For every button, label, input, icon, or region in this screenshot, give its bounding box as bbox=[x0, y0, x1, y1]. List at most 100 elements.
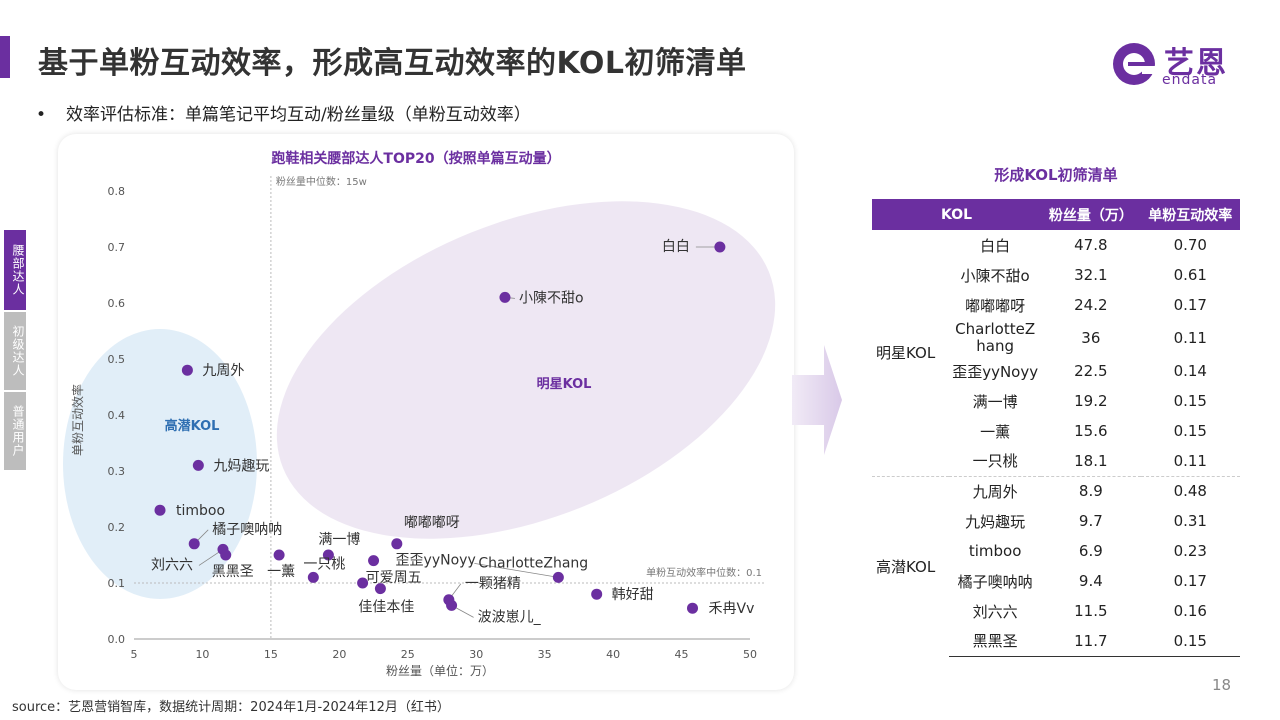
data-point-label: timboo bbox=[176, 503, 225, 519]
y-tick-label: 0.1 bbox=[108, 577, 126, 590]
x-tick-label: 40 bbox=[606, 648, 620, 661]
data-point-label: 九妈趣玩 bbox=[213, 458, 269, 474]
x-axis-label: 粉丝量（单位：万） bbox=[386, 663, 494, 678]
data-point bbox=[220, 549, 232, 561]
criteria-bullet: • 效率评估标准：单篇笔记平均互动/粉丝量级（单粉互动效率） bbox=[36, 100, 531, 125]
data-point-label: 禾冉Vv bbox=[709, 601, 755, 617]
cluster-star-area bbox=[276, 201, 776, 539]
scatter-chart: 高潜KOL 明星KOL 跑鞋相关腰部达人TOP20（按照单篇互动量） 5 10 15 20 2… bbox=[63, 150, 776, 678]
followers-cell: 32.1 bbox=[1074, 266, 1108, 284]
y-tick-label: 0.2 bbox=[108, 521, 126, 534]
followers-cell: 22.5 bbox=[1074, 362, 1108, 380]
table-header-row: KOL 粉丝量（万） 单粉互动效率 bbox=[872, 199, 1240, 230]
efficiency-cell: 0.17 bbox=[1173, 296, 1207, 314]
kol-name-cell: CharlotteZhang bbox=[955, 320, 1036, 355]
data-point bbox=[192, 459, 204, 471]
efficiency-cell: 0.48 bbox=[1140, 475, 1240, 506]
cluster-label-star: 明星KOL bbox=[537, 377, 592, 392]
efficiency-cell: 0.15 bbox=[1140, 626, 1240, 657]
kol-name-cell: 嘟嘟嘟呀 bbox=[965, 296, 1026, 315]
group-cell: 高潜KOL bbox=[872, 475, 950, 656]
kol-table-body: 明星KOL 白白 47.8 0.70 小陳不甜o 32.1 0.61 嘟嘟嘟呀 24.2 0.17… bbox=[872, 230, 1240, 657]
header-kol: KOL bbox=[872, 199, 1042, 230]
title-accent-bar bbox=[0, 36, 10, 78]
followers-cell: 9.4 bbox=[1078, 572, 1103, 590]
logo-text-cn: 艺恩 bbox=[1164, 46, 1228, 81]
x-tick-label: 5 bbox=[131, 648, 138, 661]
data-point bbox=[181, 364, 193, 376]
data-point-label: 一只桃 bbox=[303, 556, 345, 572]
table-row: 满一博 19.2 0.15 bbox=[872, 386, 1240, 416]
data-point bbox=[273, 549, 285, 561]
table-row: CharlotteZhang 36 0.11 bbox=[872, 320, 1240, 356]
data-point-label: 可爱周五 bbox=[366, 570, 422, 586]
y-median-label: 单粉互动效率中位数：0.1 bbox=[646, 566, 762, 579]
data-point-label: 满一博 bbox=[318, 531, 360, 548]
y-tick-label: 0.6 bbox=[108, 297, 126, 310]
followers-cell: 11.7 bbox=[1041, 626, 1141, 657]
table-row: 嘟嘟嘟呀 24.2 0.17 bbox=[872, 290, 1240, 320]
efficiency-cell: 0.11 bbox=[1173, 329, 1207, 347]
kol-name-cell: 九周外 bbox=[949, 475, 1042, 506]
data-point-label: 嘟嘟嘟呀 bbox=[404, 515, 460, 531]
data-point-label: 小陳不甜o bbox=[519, 290, 584, 306]
side-tab-waist[interactable]: 腰部达人 bbox=[4, 230, 26, 310]
data-point bbox=[446, 599, 458, 611]
kol-name-cell: timboo bbox=[968, 542, 1022, 560]
logo-text-en: endata bbox=[1162, 72, 1218, 88]
data-point bbox=[374, 583, 386, 595]
data-point bbox=[322, 549, 334, 561]
point-leader-line bbox=[474, 563, 559, 578]
data-point-label: 橘子噢呐呐 bbox=[212, 521, 282, 538]
efficiency-cell: 0.31 bbox=[1173, 512, 1207, 530]
x-tick-label: 50 bbox=[743, 648, 757, 661]
chart-title: 跑鞋相关腰部达人TOP20（按照单篇互动量） bbox=[271, 150, 560, 167]
efficiency-cell: 0.14 bbox=[1173, 362, 1207, 380]
endata-logo: 艺恩 endata bbox=[1110, 38, 1240, 90]
kol-name-cell: 小陳不甜o bbox=[960, 266, 1030, 285]
data-point-label: 波波崽儿_ bbox=[478, 609, 542, 625]
data-point-label: 歪歪yyNoyy bbox=[396, 553, 476, 569]
table-row: timboo 6.9 0.23 bbox=[872, 536, 1240, 566]
endata-logo-icon bbox=[1113, 43, 1156, 85]
followers-cell: 15.6 bbox=[1074, 422, 1108, 440]
data-point bbox=[154, 504, 166, 516]
side-tab-junior[interactable]: 初级达人 bbox=[4, 312, 26, 390]
kol-name-cell: 满一博 bbox=[972, 392, 1018, 411]
table-row: 黑黑圣 11.7 0.15 bbox=[872, 626, 1240, 657]
data-point-label: 韩好甜 bbox=[612, 587, 654, 603]
page-number: 18 bbox=[1212, 676, 1232, 694]
efficiency-cell: 0.15 bbox=[1173, 392, 1207, 410]
table-row: 九妈趣玩 9.7 0.31 bbox=[872, 506, 1240, 536]
page-title: 基于单粉互动效率，形成高互动效率的KOL初筛清单 bbox=[38, 46, 747, 81]
scatter-chart-card: 高潜KOL 明星KOL 跑鞋相关腰部达人TOP20（按照单篇互动量） 5 10 15 20 2… bbox=[58, 134, 794, 690]
x-median-label: 粉丝量中位数：15w bbox=[276, 175, 367, 188]
followers-cell: 6.9 bbox=[1078, 542, 1103, 560]
data-point bbox=[591, 588, 603, 600]
efficiency-cell: 0.61 bbox=[1173, 266, 1207, 284]
data-point-label: 一薰 bbox=[267, 564, 295, 580]
data-point bbox=[687, 602, 699, 614]
data-point bbox=[714, 241, 726, 253]
side-tab-normal[interactable]: 普通用户 bbox=[4, 392, 26, 470]
data-point bbox=[368, 555, 380, 567]
table-row: 小陳不甜o 32.1 0.61 bbox=[872, 260, 1240, 290]
efficiency-cell: 0.11 bbox=[1173, 451, 1207, 470]
kol-name-cell: 一薰 bbox=[980, 422, 1011, 441]
followers-cell: 19.2 bbox=[1074, 392, 1108, 410]
efficiency-cell: 0.16 bbox=[1173, 602, 1207, 620]
kol-name-cell: 白白 bbox=[980, 236, 1011, 255]
followers-cell: 8.9 bbox=[1041, 475, 1141, 506]
data-point bbox=[391, 538, 403, 550]
x-tick-label: 45 bbox=[675, 648, 689, 661]
group-cell: 明星KOL bbox=[876, 344, 936, 363]
table-row: 高潜KOL 九周外 8.9 0.48 bbox=[872, 475, 1240, 656]
efficiency-cell: 0.17 bbox=[1173, 572, 1207, 590]
table-row: 刘六六 11.5 0.16 bbox=[872, 596, 1240, 626]
data-point bbox=[307, 571, 319, 583]
data-point bbox=[357, 577, 369, 589]
efficiency-cell: 0.15 bbox=[1173, 422, 1207, 440]
y-tick-label: 0.8 bbox=[108, 185, 126, 198]
arrow-right-icon bbox=[792, 345, 842, 455]
